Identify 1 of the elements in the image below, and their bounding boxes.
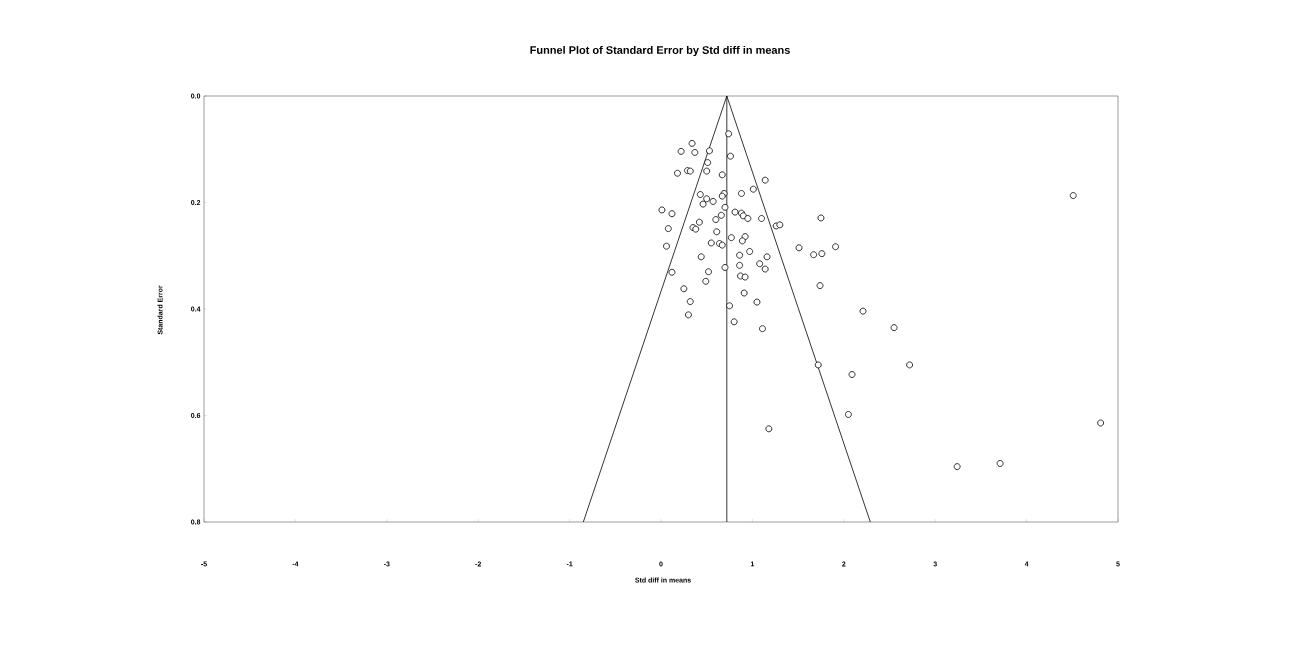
chart-title: Funnel Plot of Standard Error by Std diff in means <box>530 45 790 57</box>
